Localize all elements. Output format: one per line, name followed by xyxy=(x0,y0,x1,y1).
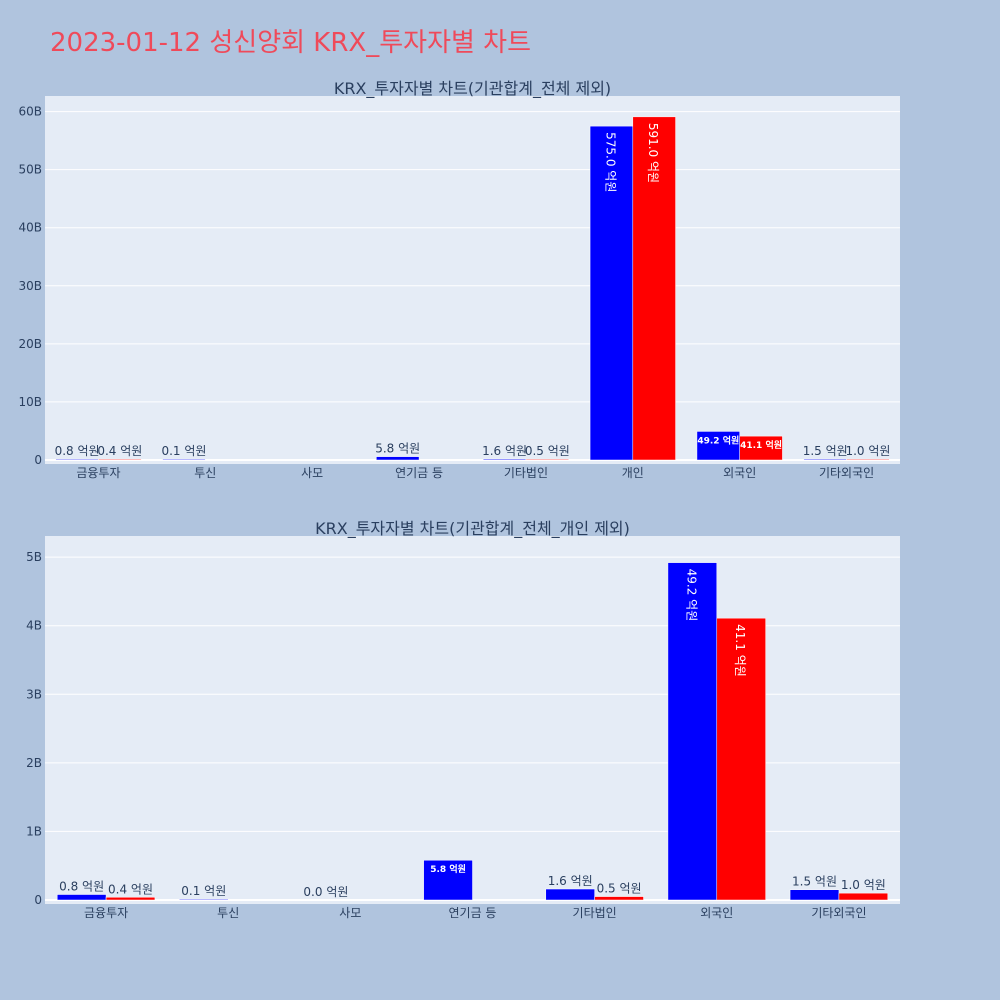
sell-bar xyxy=(525,458,569,461)
x-tick-label: 투신 xyxy=(194,466,216,480)
x-tick-label: 외국인 xyxy=(700,906,733,920)
y-tick-label: 50B xyxy=(18,163,42,177)
data-label: 0.1 억원 xyxy=(181,884,226,898)
chart-title: KRX_투자자별 차트(기관합계_전체_개인 제외) xyxy=(315,519,630,539)
sell-bar xyxy=(716,617,766,901)
y-tick-label: 40B xyxy=(18,221,42,235)
buy-bar xyxy=(376,456,420,461)
plot-background xyxy=(45,536,900,904)
sell-bar xyxy=(846,458,890,461)
data-label: 1.6 억원 xyxy=(482,444,527,458)
plot-background xyxy=(45,96,900,464)
y-tick-label: 0 xyxy=(34,893,42,907)
x-tick-label: 투신 xyxy=(217,906,239,920)
data-label: 1.5 억원 xyxy=(803,444,848,458)
data-label: 0.1 억원 xyxy=(161,444,206,458)
buy-bar xyxy=(589,125,634,461)
sell-bar xyxy=(105,897,156,901)
x-tick-label: 연기금 등 xyxy=(449,906,497,920)
data-label: 41.1 억원 xyxy=(740,439,782,451)
data-label: 0.4 억원 xyxy=(108,882,153,896)
x-tick-label: 외국인 xyxy=(723,466,756,480)
data-label: 49.2 억원 xyxy=(684,569,698,622)
buy-bar xyxy=(423,859,473,901)
y-tick-label: 1B xyxy=(26,824,42,838)
data-label: 0.5 억원 xyxy=(597,882,642,896)
chart-panel-2: KRX_투자자별 차트(기관합계_전체_개인 제외) 0 1B 2B 3B 4B 5B 금융투… xyxy=(26,519,900,920)
buy-bar xyxy=(162,458,206,461)
data-label: 0.8 억원 xyxy=(59,880,104,894)
y-tick-label: 20B xyxy=(18,337,42,351)
sell-bar xyxy=(632,116,676,461)
page-title: 2023-01-12 성신양회 KRX_투자자별 차트 xyxy=(50,28,532,58)
data-label: 1.0 억원 xyxy=(841,878,886,892)
data-label: 1.6 억원 xyxy=(548,874,593,888)
y-tick-label: 2B xyxy=(26,756,42,770)
buy-bar xyxy=(789,889,840,901)
data-label: 575.0 억원 xyxy=(603,132,617,192)
buy-bar xyxy=(803,458,847,461)
x-tick-label: 연기금 등 xyxy=(395,466,443,480)
x-tick-label: 금융투자 xyxy=(76,466,120,480)
buy-bar xyxy=(56,894,107,901)
data-label: 0.8 억원 xyxy=(55,444,100,458)
chart-title: KRX_투자자별 차트(기관합계_전체 제외) xyxy=(334,79,611,99)
y-tick-label: 30B xyxy=(18,279,42,293)
x-tick-label: 기타법인 xyxy=(504,466,548,480)
data-label: 49.2 억원 xyxy=(697,434,739,446)
x-tick-label: 사모 xyxy=(301,466,323,480)
y-tick-label: 60B xyxy=(18,105,42,119)
x-tick-label: 기타법인 xyxy=(573,906,617,920)
data-label: 0.0 억원 xyxy=(303,885,348,899)
sell-bar xyxy=(838,892,889,901)
data-label: 0.5 억원 xyxy=(525,444,570,458)
y-tick-label: 3B xyxy=(26,687,42,701)
buy-bar xyxy=(179,898,229,901)
data-label: 5.8 억원 xyxy=(375,442,420,456)
buy-bar xyxy=(696,431,740,461)
x-tick-label: 사모 xyxy=(339,906,361,920)
data-label: 5.8 억원 xyxy=(430,863,466,875)
chart-panel-1: KRX_투자자별 차트(기관합계_전체 제외) 0 10B 20B 30B 40B 50B 6… xyxy=(18,79,900,480)
data-label: 41.1 억원 xyxy=(733,624,747,677)
data-label: 591.0 억원 xyxy=(646,123,660,183)
buy-bar xyxy=(55,458,99,461)
sell-bar xyxy=(594,896,644,901)
buy-bar xyxy=(667,562,718,901)
x-tick-label: 개인 xyxy=(622,466,644,480)
x-tick-label: 금융투자 xyxy=(84,906,128,920)
y-tick-label: 4B xyxy=(26,619,42,633)
buy-bar xyxy=(482,458,527,461)
y-tick-label: 5B xyxy=(26,550,42,564)
data-label: 1.0 억원 xyxy=(845,444,890,458)
x-tick-label: 기타외국인 xyxy=(819,466,874,480)
y-tick-label: 10B xyxy=(18,395,42,409)
data-label: 0.4 억원 xyxy=(97,444,142,458)
sell-bar xyxy=(739,435,783,461)
sell-bar xyxy=(98,458,142,461)
data-label: 1.5 억원 xyxy=(792,875,837,889)
x-tick-label: 기타외국인 xyxy=(811,906,866,920)
y-tick-label: 0 xyxy=(34,453,42,467)
buy-bar xyxy=(545,888,595,901)
